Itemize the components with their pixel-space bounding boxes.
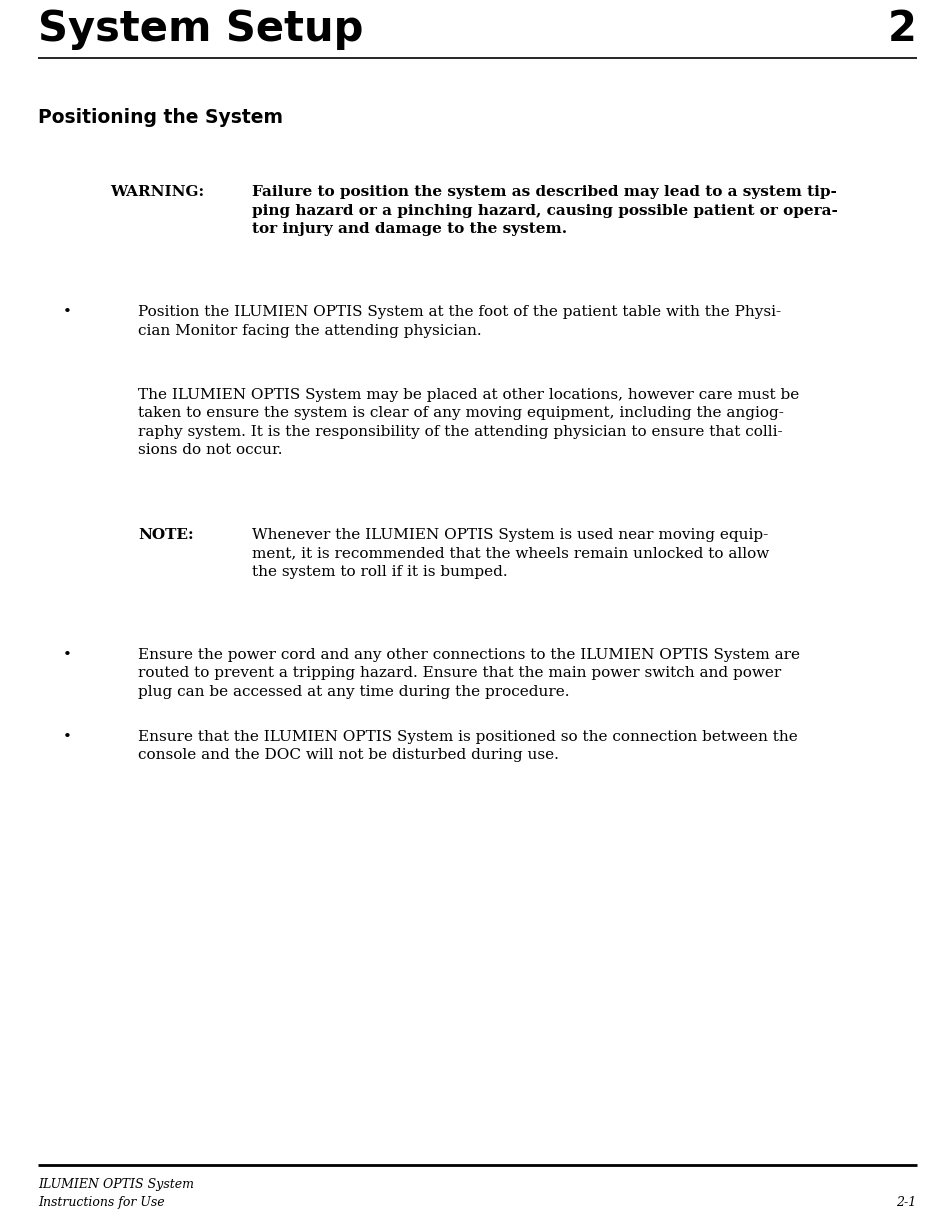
Text: raphy system. It is the responsibility of the attending physician to ensure that: raphy system. It is the responsibility o… [138,425,782,439]
Text: NOTE:: NOTE: [138,528,194,543]
Text: Failure to position the system as described may lead to a system tip-: Failure to position the system as descri… [252,185,836,199]
Text: •: • [63,730,72,744]
Text: ment, it is recommended that the wheels remain unlocked to allow: ment, it is recommended that the wheels … [252,546,768,561]
Text: Position the ILUMIEN OPTIS System at the foot of the patient table with the Phys: Position the ILUMIEN OPTIS System at the… [138,306,781,319]
Text: •: • [63,648,72,662]
Text: sions do not occur.: sions do not occur. [138,444,282,457]
Text: •: • [63,306,72,319]
Text: routed to prevent a tripping hazard. Ensure that the main power switch and power: routed to prevent a tripping hazard. Ens… [138,666,781,681]
Text: tor injury and damage to the system.: tor injury and damage to the system. [252,222,566,236]
Text: Ensure that the ILUMIEN OPTIS System is positioned so the connection between the: Ensure that the ILUMIEN OPTIS System is … [138,730,797,744]
Text: WARNING:: WARNING: [110,185,204,199]
Text: ping hazard or a pinching hazard, causing possible patient or opera-: ping hazard or a pinching hazard, causin… [252,204,837,218]
Text: Positioning the System: Positioning the System [38,108,282,127]
Text: Ensure the power cord and any other connections to the ILUMIEN OPTIS System are: Ensure the power cord and any other conn… [138,648,800,662]
Text: Instructions for Use: Instructions for Use [38,1196,164,1209]
Text: cian Monitor facing the attending physician.: cian Monitor facing the attending physic… [138,324,481,337]
Text: System Setup: System Setup [38,9,362,50]
Text: 2: 2 [886,9,916,50]
Text: console and the DOC will not be disturbed during use.: console and the DOC will not be disturbe… [138,749,558,763]
Text: plug can be accessed at any time during the procedure.: plug can be accessed at any time during … [138,686,569,699]
Text: The ILUMIEN OPTIS System may be placed at other locations, however care must be: The ILUMIEN OPTIS System may be placed a… [138,389,799,402]
Text: ILUMIEN OPTIS System: ILUMIEN OPTIS System [38,1178,194,1191]
Text: the system to roll if it is bumped.: the system to roll if it is bumped. [252,565,507,579]
Text: Whenever the ILUMIEN OPTIS System is used near moving equip-: Whenever the ILUMIEN OPTIS System is use… [252,528,767,543]
Text: 2-1: 2-1 [896,1196,916,1209]
Text: taken to ensure the system is clear of any moving equipment, including the angio: taken to ensure the system is clear of a… [138,407,783,420]
